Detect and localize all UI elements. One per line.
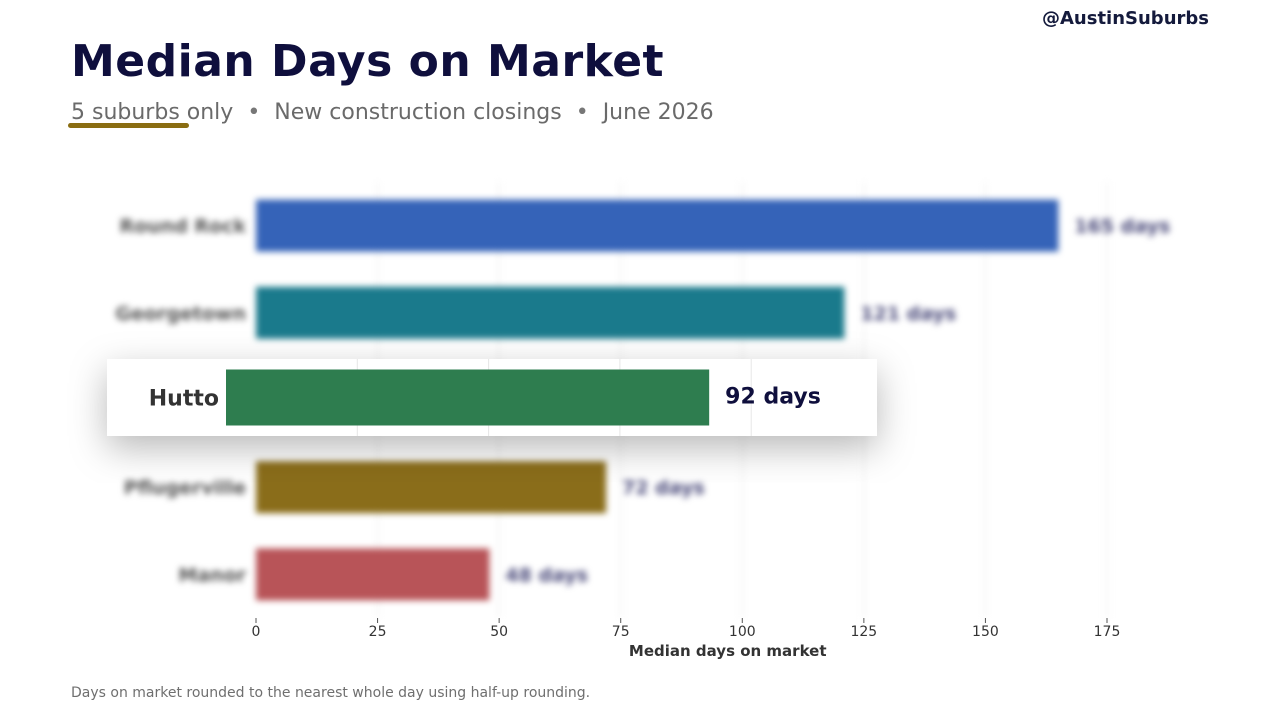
highlight-spotlight: Hutto 92 days — [107, 359, 877, 436]
category-label: Round Rock — [119, 216, 246, 238]
value-label: 72 days — [622, 477, 705, 499]
x-tick-label: 50 — [490, 624, 508, 640]
blurred-bars-layer: Round Rock 165 days Georgetown 121 days Pflu… — [115, 182, 1170, 618]
x-tick-label: 0 — [252, 624, 261, 640]
footnote: Days on market rounded to the nearest wh… — [71, 685, 591, 701]
category-label: Pflugerville — [124, 477, 246, 499]
value-label: 121 days — [860, 303, 956, 325]
value-label: 48 days — [505, 564, 588, 586]
bar-manor — [256, 548, 490, 601]
subtitle-separator: • — [247, 100, 261, 125]
subtitle-highlight-underline — [68, 123, 189, 128]
x-tick-label: 150 — [972, 624, 999, 640]
category-label-highlighted: Hutto — [149, 387, 219, 412]
x-axis-title: Median days on market — [629, 642, 827, 660]
subtitle-part-scope: 5 suburbs only — [71, 100, 234, 125]
bar-pflugerville — [256, 461, 607, 514]
x-tick-label: 25 — [369, 624, 387, 640]
x-tick-label: 100 — [729, 624, 756, 640]
x-axis: 0 25 50 75 100 125 150 175 Median days on market — [252, 618, 1121, 660]
x-tick-label: 125 — [850, 624, 877, 640]
chart-title: Median Days on Market — [71, 36, 665, 87]
account-handle: @AustinSuburbs — [1041, 8, 1209, 29]
chart-subtitle: 5 suburbs only • New construction closings… — [71, 100, 714, 125]
x-tick-label: 75 — [612, 624, 630, 640]
subtitle-separator: • — [575, 100, 589, 125]
value-label-highlighted: 92 days — [725, 385, 821, 410]
bar-georgetown — [256, 286, 845, 339]
subtitle-part-type: New construction closings — [274, 100, 562, 125]
category-label: Georgetown — [115, 303, 246, 325]
value-label: 165 days — [1074, 216, 1170, 238]
subtitle-part-date: June 2026 — [602, 100, 714, 125]
bar-hutto-highlighted — [226, 369, 710, 426]
x-tick-label: 175 — [1094, 624, 1121, 640]
bar-round-rock — [256, 199, 1059, 252]
category-label: Manor — [178, 564, 246, 586]
